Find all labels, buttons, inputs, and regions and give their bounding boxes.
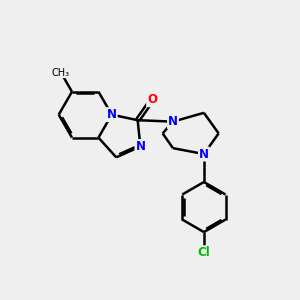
- Text: N: N: [107, 108, 117, 121]
- Text: N: N: [135, 140, 146, 153]
- Text: Cl: Cl: [197, 246, 210, 259]
- Text: CH₃: CH₃: [52, 68, 70, 78]
- Text: O: O: [147, 93, 157, 106]
- Text: N: N: [168, 115, 178, 128]
- Text: N: N: [199, 148, 209, 160]
